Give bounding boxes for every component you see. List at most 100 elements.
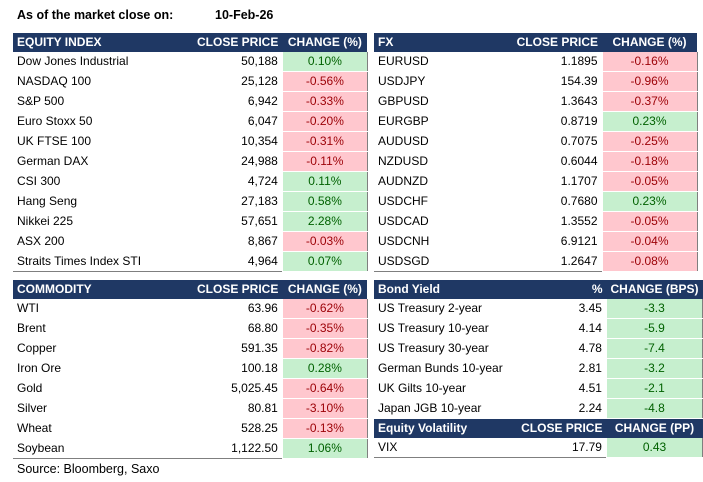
fx-name: USDCHF <box>378 194 428 208</box>
bond-price: 3.45 <box>578 301 602 316</box>
volatility-name: VIX <box>378 440 398 454</box>
bond-header-change: CHANGE (BPS) <box>606 280 703 299</box>
equity-change: 2.28% <box>281 211 368 232</box>
bond-price: 4.14 <box>578 321 602 335</box>
commodity-row: Silver 80.81 -3.10% <box>13 398 368 419</box>
equity-header-row: EQUITY INDEX CLOSE PRICE CHANGE (%) <box>13 33 368 52</box>
equity-row: Dow Jones Industrial 50,188 0.10% <box>13 52 368 72</box>
fx-row: AUDNZD 1.1707 -0.05% <box>374 171 698 192</box>
equity-row: CSI 300 4,724 0.11% <box>13 171 368 192</box>
bond-row: US Treasury 2-year 3.45 -3.3 <box>374 299 703 319</box>
commodity-row: Copper 591.35 -0.82% <box>13 338 368 359</box>
volatility-row: VIX 17.79 0.43 <box>374 438 703 458</box>
equity-row: S&P 500 6,942 -0.33% <box>13 91 368 112</box>
bond-name: UK Gilts 10-year <box>378 381 467 395</box>
commodity-name: Copper <box>17 341 57 355</box>
equity-name: Dow Jones Industrial <box>17 54 129 69</box>
commodity-price: 63.96 <box>247 301 278 316</box>
fx-change: -0.04% <box>601 231 698 252</box>
equity-name: Euro Stoxx 50 <box>17 114 93 128</box>
fx-header-change: CHANGE (%) <box>602 33 697 52</box>
volatility-change: 0.43 <box>605 438 703 458</box>
equity-change: 0.58% <box>281 191 368 212</box>
fx-price: 0.7075 <box>560 134 598 148</box>
commodity-change: -0.82% <box>281 338 368 359</box>
commodity-name: Brent <box>17 321 46 335</box>
equity-price: 4,964 <box>247 253 278 268</box>
bond-name: US Treasury 2-year <box>378 301 483 316</box>
fx-header-name: FX <box>374 33 499 52</box>
fx-row: USDJPY 154.39 -0.96% <box>374 71 698 92</box>
fx-table: FX CLOSE PRICE CHANGE (%) EURUSD 1.1895 -0.16… <box>374 33 698 272</box>
fx-change: 0.23% <box>601 111 698 132</box>
fx-change: -0.37% <box>601 91 698 112</box>
commodity-table: COMMODITY CLOSE PRICE CHANGE (%) WTI 63.96 -0… <box>13 280 368 459</box>
equity-row: Nikkei 225 57,651 2.28% <box>13 211 368 232</box>
fx-price: 0.6044 <box>560 154 598 168</box>
equity-name: UK FTSE 100 <box>17 134 92 148</box>
equity-row: NASDAQ 100 25,128 -0.56% <box>13 71 368 92</box>
fx-change: -0.18% <box>601 151 698 172</box>
fx-price: 0.8719 <box>560 114 598 128</box>
commodity-price: 1,122.50 <box>231 440 278 455</box>
equity-name: NASDAQ 100 <box>17 74 92 88</box>
commodity-row: Gold 5,025.45 -0.64% <box>13 378 368 399</box>
equity-change: -0.31% <box>281 131 368 152</box>
equity-change: -0.11% <box>281 151 368 172</box>
commodity-price: 528.25 <box>241 421 278 435</box>
fx-price: 1.3643 <box>560 94 598 108</box>
commodity-change: -0.35% <box>281 318 368 339</box>
source-note: Source: Bloomberg, Saxo <box>17 462 160 476</box>
fx-row: USDCAD 1.3552 -0.05% <box>374 211 698 232</box>
equity-price: 10,354 <box>241 134 278 148</box>
bond-header-row: Bond Yield% CHANGE (BPS) <box>374 280 703 299</box>
equity-price: 57,651 <box>241 214 278 228</box>
commodity-name: Wheat <box>17 421 52 435</box>
bond-row: US Treasury 30-year 4.78 -7.4 <box>374 338 703 359</box>
bond-price: 4.51 <box>578 381 602 395</box>
equity-row: Hang Seng 27,183 0.58% <box>13 191 368 212</box>
equity-change: 0.07% <box>281 251 368 272</box>
commodity-price: 68.80 <box>247 321 278 335</box>
bond-header-price: % <box>517 280 607 299</box>
equity-change: -0.20% <box>281 111 368 132</box>
fx-name: USDCNH <box>378 234 430 248</box>
equity-price: 27,183 <box>241 194 278 208</box>
equity-change: 0.10% <box>281 52 368 72</box>
fx-header-price: CLOSE PRICE <box>499 33 602 52</box>
bond-change: -7.4 <box>605 338 703 359</box>
equity-name: German DAX <box>17 154 89 168</box>
commodity-price: 100.18 <box>241 361 278 375</box>
fx-change: -0.08% <box>601 251 698 272</box>
equity-row: UK FTSE 100 10,354 -0.31% <box>13 131 368 152</box>
equity-price: 8,867 <box>247 234 278 248</box>
equity-name: Straits Times Index STI <box>17 253 142 268</box>
volatility-header-row: Equity Volatility CLOSE PRICE CHANGE (PP) <box>374 418 703 438</box>
equity-header-name: EQUITY INDEX <box>13 33 193 52</box>
fx-change: -0.16% <box>601 52 698 72</box>
equity-header-price: CLOSE PRICE <box>193 33 283 52</box>
fx-name: AUDNZD <box>378 174 428 188</box>
fx-row: USDSGD 1.2647 -0.08% <box>374 251 698 272</box>
equity-change: -0.33% <box>281 91 368 112</box>
fx-name: USDSGD <box>378 253 430 268</box>
bond-row: Japan JGB 10-year 2.24 -4.8 <box>374 398 703 419</box>
equity-row: Euro Stoxx 50 6,047 -0.20% <box>13 111 368 132</box>
volatility-header-change: CHANGE (PP) <box>606 418 703 438</box>
commodity-row: Soybean 1,122.50 1.06% <box>13 438 368 459</box>
commodity-change: -3.10% <box>281 398 368 419</box>
commodity-row: Brent 68.80 -0.35% <box>13 318 368 339</box>
commodity-name: Silver <box>17 401 48 415</box>
fx-change: -0.96% <box>601 71 698 92</box>
commodity-row: WTI 63.96 -0.62% <box>13 299 368 319</box>
fx-price: 1.1707 <box>560 174 598 188</box>
equity-change: -0.03% <box>281 231 368 252</box>
bond-row: UK Gilts 10-year 4.51 -2.1 <box>374 378 703 399</box>
commodity-price: 80.81 <box>247 401 278 415</box>
fx-row: EURUSD 1.1895 -0.16% <box>374 52 698 72</box>
fx-row: GBPUSD 1.3643 -0.37% <box>374 91 698 112</box>
market-close-header: As of the market close on: 10-Feb-26 <box>17 8 273 22</box>
bond-change: -5.9 <box>605 318 703 339</box>
fx-price: 1.1895 <box>560 54 598 69</box>
fx-name: GBPUSD <box>378 94 429 108</box>
